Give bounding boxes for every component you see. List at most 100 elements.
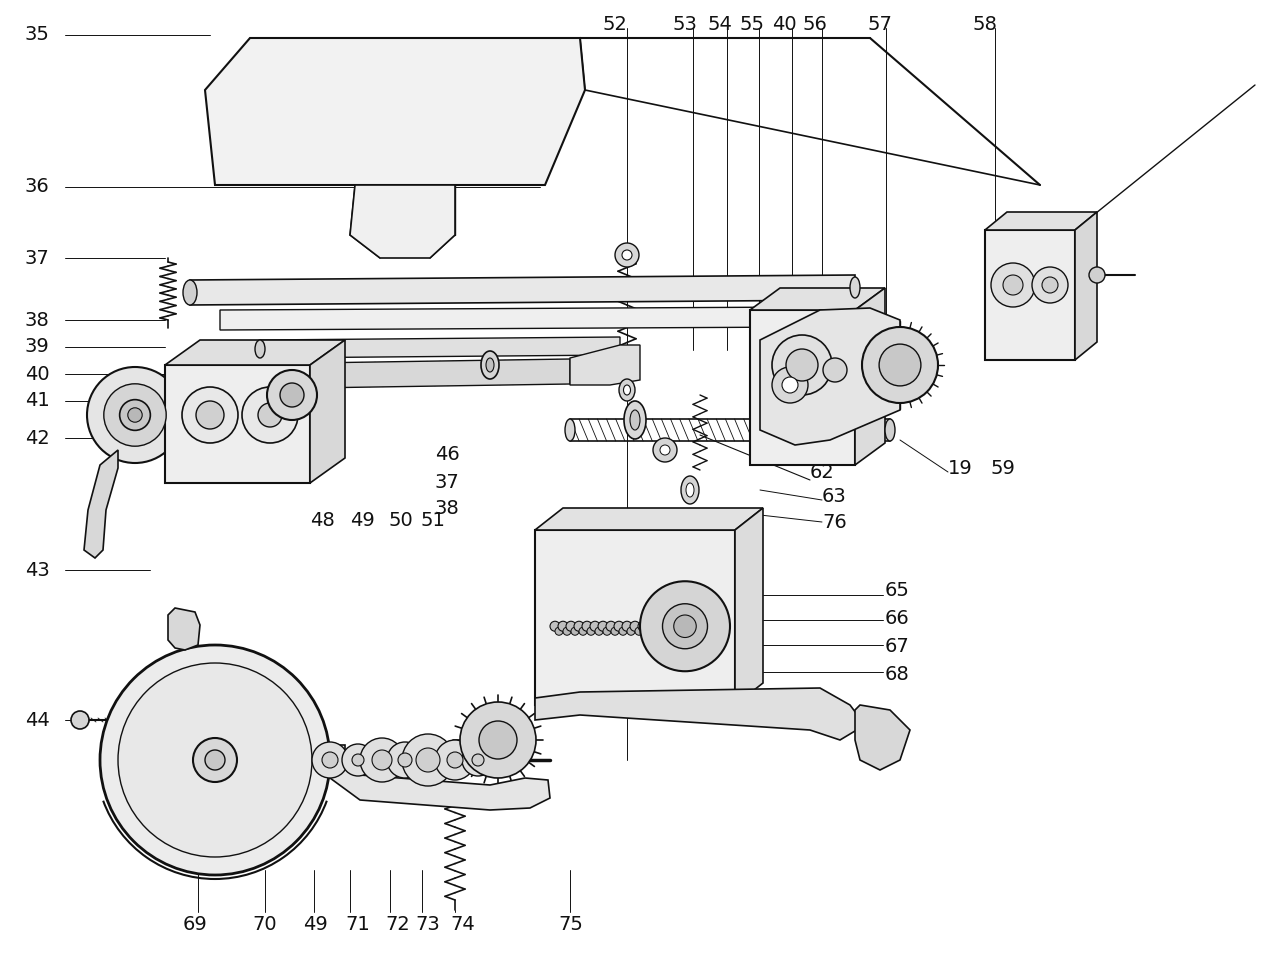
Circle shape [1032,267,1068,303]
Ellipse shape [686,483,694,497]
Text: 37: 37 [435,473,460,491]
Polygon shape [570,345,640,385]
Ellipse shape [183,280,197,305]
Circle shape [104,383,166,446]
Text: 67: 67 [884,636,910,655]
Text: 57: 57 [868,15,892,34]
Circle shape [662,621,672,631]
Circle shape [119,400,150,431]
Circle shape [193,738,237,782]
Polygon shape [310,359,570,388]
Circle shape [558,621,568,631]
Circle shape [566,621,576,631]
Text: 59: 59 [989,458,1015,478]
Polygon shape [220,307,805,330]
Circle shape [259,403,282,427]
Ellipse shape [486,358,494,372]
Circle shape [268,370,317,420]
Circle shape [402,734,454,786]
Circle shape [772,335,832,395]
Polygon shape [855,288,884,465]
Circle shape [87,367,183,463]
Polygon shape [735,508,763,705]
Circle shape [627,628,635,635]
Circle shape [128,407,142,422]
Polygon shape [535,688,865,740]
Circle shape [673,615,696,637]
Circle shape [312,742,348,778]
Circle shape [637,621,648,631]
Circle shape [360,738,404,782]
Circle shape [196,401,224,429]
Circle shape [614,243,639,267]
Polygon shape [330,745,550,810]
Text: 41: 41 [26,391,50,410]
Circle shape [782,377,797,393]
Text: 68: 68 [884,664,910,683]
Circle shape [447,752,463,768]
Circle shape [416,748,440,772]
Polygon shape [986,212,1097,230]
Text: 49: 49 [303,916,328,934]
Text: 55: 55 [740,15,764,34]
Circle shape [611,628,620,635]
Circle shape [643,628,652,635]
Polygon shape [168,608,200,650]
Circle shape [652,628,659,635]
Circle shape [653,438,677,462]
Polygon shape [310,340,346,483]
Text: 40: 40 [772,15,796,34]
Text: 44: 44 [26,710,50,729]
Circle shape [691,628,699,635]
Circle shape [550,621,561,631]
Polygon shape [750,288,884,310]
Circle shape [462,744,494,776]
Circle shape [472,754,484,766]
Text: 53: 53 [672,15,698,34]
Circle shape [622,621,632,631]
Circle shape [460,702,536,778]
Polygon shape [349,185,454,258]
Text: 48: 48 [310,510,335,530]
Circle shape [675,628,684,635]
Polygon shape [205,38,585,185]
Circle shape [991,263,1036,307]
Circle shape [1089,267,1105,283]
Polygon shape [986,230,1075,360]
Text: 76: 76 [822,512,847,531]
Circle shape [701,621,712,631]
Text: 54: 54 [708,15,732,34]
Text: 46: 46 [435,446,460,464]
Circle shape [640,581,730,671]
Ellipse shape [481,351,499,379]
Circle shape [242,387,298,443]
Polygon shape [1075,212,1097,360]
Circle shape [861,327,938,403]
Text: 35: 35 [26,26,50,44]
Circle shape [654,621,664,631]
Ellipse shape [620,379,635,401]
Circle shape [118,663,312,857]
Polygon shape [189,275,855,305]
Text: 63: 63 [822,487,847,506]
Circle shape [686,621,696,631]
Circle shape [630,621,640,631]
Circle shape [660,445,669,455]
Polygon shape [760,308,900,445]
Circle shape [669,621,680,631]
Circle shape [1042,277,1059,293]
Text: 73: 73 [415,916,440,934]
Ellipse shape [564,419,575,441]
Text: 19: 19 [948,458,973,478]
Circle shape [667,628,675,635]
Ellipse shape [681,476,699,504]
Circle shape [435,740,475,780]
Text: 45: 45 [435,368,460,387]
Text: 71: 71 [346,916,370,934]
Circle shape [280,383,305,407]
Polygon shape [260,337,620,358]
Circle shape [699,628,707,635]
Ellipse shape [850,277,860,298]
Text: 70: 70 [252,916,276,934]
Circle shape [342,744,374,776]
